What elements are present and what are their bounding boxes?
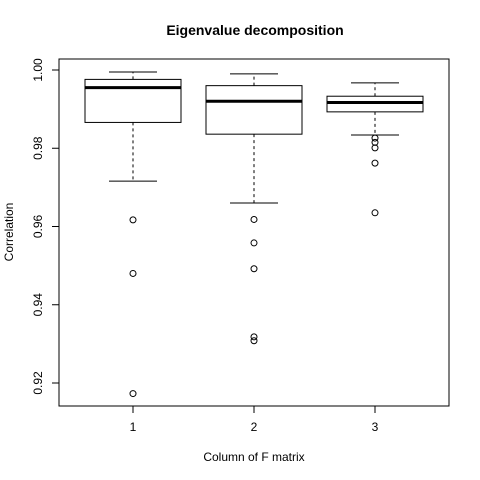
outlier-point — [371, 144, 379, 152]
box-iqr — [326, 95, 424, 113]
plot-frame — [58, 58, 450, 407]
box-group-3 — [326, 82, 424, 217]
chart-title: Eigenvalue decomposition — [166, 22, 343, 38]
outlier-point — [129, 216, 137, 224]
x-axis: 1 2 3 — [130, 405, 379, 434]
outlier-point — [250, 265, 258, 273]
y-tick-label: 0.94 — [31, 293, 45, 317]
x-tick-label: 3 — [372, 420, 379, 434]
box-group-1 — [84, 71, 182, 398]
x-axis-label: Column of F matrix — [203, 450, 304, 464]
outlier-point — [250, 337, 258, 345]
y-tick-label: 0.92 — [31, 371, 45, 395]
outlier-point — [250, 333, 258, 341]
outlier-point — [371, 134, 379, 142]
y-axis: 0.92 0.94 0.96 0.98 1.00 — [31, 58, 60, 395]
y-tick-label: 1.00 — [31, 58, 45, 82]
outlier-point — [250, 239, 258, 247]
box-series — [84, 71, 424, 398]
box-iqr — [205, 85, 303, 135]
outlier-point — [129, 269, 137, 277]
y-tick-label: 0.98 — [31, 136, 45, 160]
x-tick-label: 1 — [130, 420, 137, 434]
box-iqr — [84, 78, 182, 123]
outlier-point — [371, 159, 379, 167]
box-group-2 — [205, 73, 303, 345]
x-tick-label: 2 — [251, 420, 258, 434]
outlier-point — [250, 215, 258, 223]
y-axis-label: Correlation — [2, 203, 16, 262]
outlier-point — [129, 390, 137, 398]
y-tick-label: 0.96 — [31, 214, 45, 238]
outlier-point — [371, 138, 379, 146]
outlier-point — [371, 209, 379, 217]
